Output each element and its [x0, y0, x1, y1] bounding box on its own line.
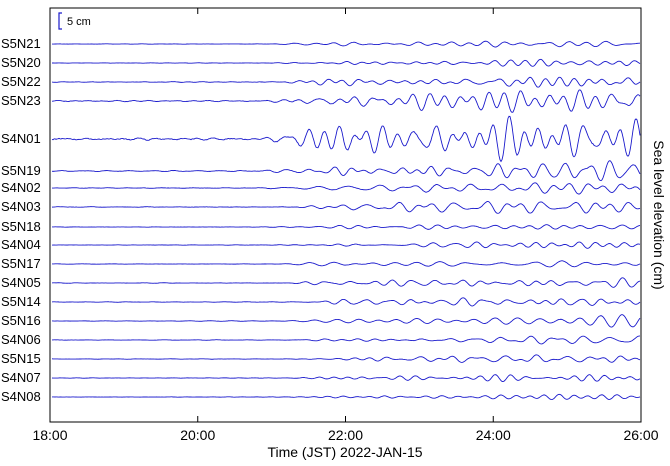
y-axis-label: Sea level elevation (cm): [651, 140, 667, 289]
waveform-trace-s5n23: [51, 89, 641, 113]
station-label-s5n14: S5N14: [1, 294, 41, 309]
x-tick-label: 18:00: [32, 427, 67, 443]
x-tick-label: 26:00: [623, 427, 658, 443]
station-label-s5n19: S5N19: [1, 163, 41, 178]
waveform-trace-s4n06: [52, 335, 641, 345]
waveform-trace-s5n14: [51, 297, 641, 307]
waveform-trace-s4n05: [51, 277, 641, 288]
station-label-s5n15: S5N15: [1, 351, 41, 366]
station-label-s4n02: S4N02: [1, 180, 41, 195]
waveform-trace-s5n16: [51, 314, 641, 328]
station-label-s4n08: S4N08: [1, 389, 41, 404]
waveform-trace-s5n19: [51, 160, 641, 182]
scale-bar-bracket: [58, 12, 62, 30]
x-axis-label: Time (JST) 2022-JAN-15: [267, 444, 422, 460]
x-tick-label: 20:00: [180, 427, 215, 443]
waveform-trace-s4n07: [51, 374, 641, 382]
waveform-trace-s4n08: [51, 393, 641, 401]
station-label-s4n04: S4N04: [1, 237, 41, 252]
station-label-s5n17: S5N17: [1, 256, 41, 271]
station-label-s4n03: S4N03: [1, 199, 41, 214]
waveform-trace-s4n04: [51, 241, 641, 249]
station-label-s5n23: S5N23: [1, 93, 41, 108]
station-label-s5n21: S5N21: [1, 36, 41, 51]
waveform-trace-s4n01: [51, 115, 641, 163]
waveform-trace-s5n17: [51, 260, 641, 268]
waveform-trace-s5n18: [51, 224, 641, 230]
x-tick-label: 24:00: [476, 427, 511, 443]
waveform-traces: [51, 40, 641, 401]
x-axis-ticks: 18:00 20:00 22:00 24:00 26:00: [32, 8, 659, 443]
waveform-trace-s5n15: [51, 354, 641, 363]
station-label-s4n05: S4N05: [1, 275, 41, 290]
x-tick-label: 22:00: [328, 427, 363, 443]
station-label-s4n06: S4N06: [1, 332, 41, 347]
station-label-s4n07: S4N07: [1, 370, 41, 385]
scale-bar-label: 5 cm: [67, 16, 91, 28]
station-label-s4n01: S4N01: [1, 131, 41, 146]
waveform-trace-s5n20: [51, 58, 641, 67]
station-label-s5n16: S5N16: [1, 313, 41, 328]
station-label-s5n18: S5N18: [1, 219, 41, 234]
station-labels: S5N21 S5N20 S5N22 S5N23 S4N01 S5N19 S4N02 S4N03…: [1, 36, 41, 404]
waveform-trace-s5n21: [51, 40, 641, 48]
waveform-trace-s5n22: [51, 76, 641, 88]
station-label-s5n20: S5N20: [1, 55, 41, 70]
waveform-trace-s4n02: [51, 182, 641, 195]
scale-bar: 5 cm: [58, 12, 91, 30]
waveform-trace-s4n03: [51, 201, 641, 214]
station-label-s5n22: S5N22: [1, 74, 41, 89]
